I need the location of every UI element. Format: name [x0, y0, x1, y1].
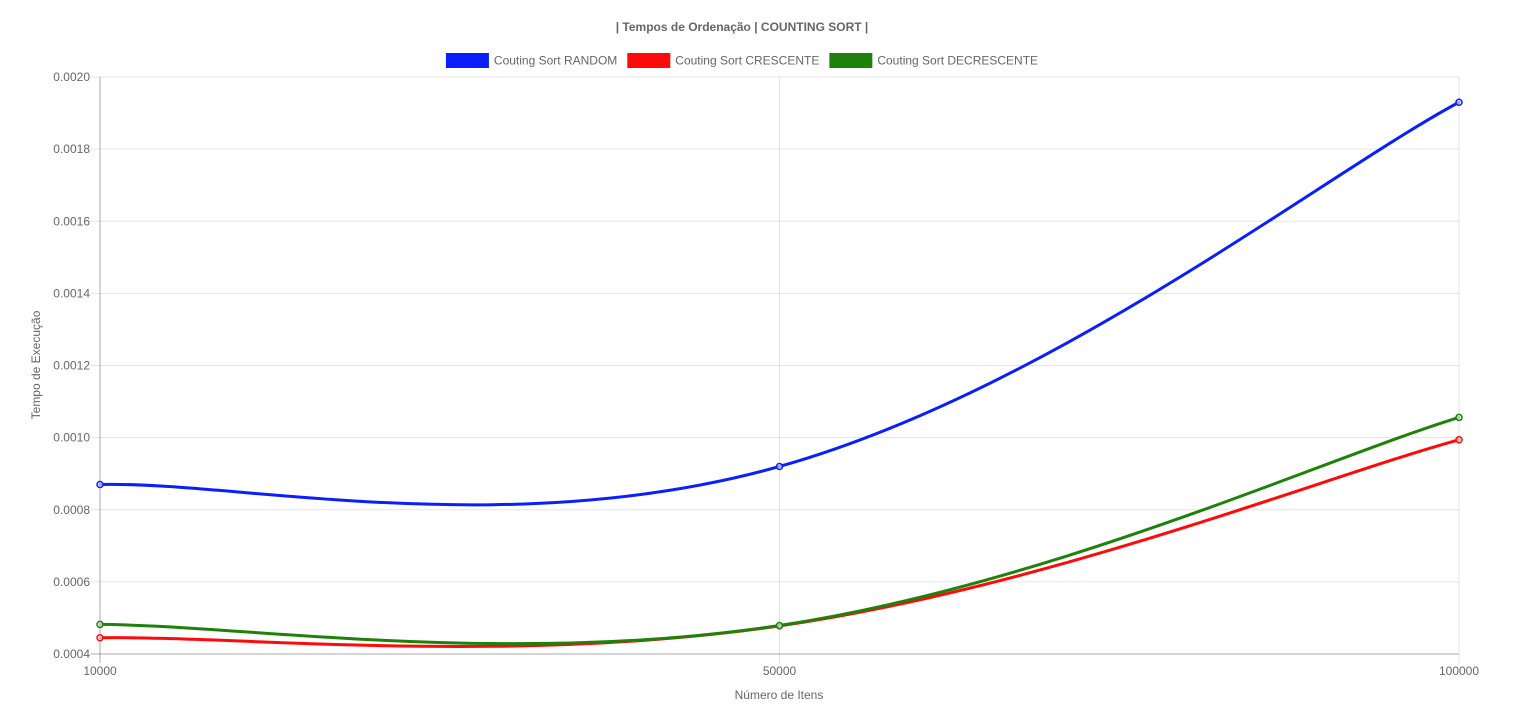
y-tick-label: 0.0010 — [53, 431, 90, 445]
legend-swatch — [829, 53, 873, 68]
y-tick-label: 0.0008 — [53, 503, 90, 517]
data-point — [775, 621, 784, 630]
legend-swatch — [627, 53, 671, 68]
series — [96, 98, 1463, 648]
data-point — [1455, 436, 1463, 444]
legend-label: Couting Sort DECRESCENTE — [877, 54, 1038, 68]
data-point — [96, 634, 104, 642]
y-axis-label: Tempo de Execução — [29, 310, 43, 419]
data-point — [1455, 98, 1463, 106]
y-tick-label: 0.0020 — [53, 70, 90, 84]
data-point — [96, 480, 104, 489]
y-tick-label: 0.0006 — [53, 575, 90, 589]
axes: 0.0004 0.0006 0.0008 0.0010 0.0012 0.0014 0.00… — [53, 70, 1479, 678]
y-tick-label: 0.0012 — [53, 359, 90, 373]
x-tick-label: 10000 — [83, 664, 117, 678]
legend: Couting Sort RANDOM Couting Sort CRESCENT… — [445, 53, 1038, 68]
y-tick-label: 0.0018 — [53, 142, 90, 156]
x-tick-label: 50000 — [763, 664, 797, 678]
data-point — [1455, 413, 1463, 422]
legend-label: Couting Sort RANDOM — [494, 54, 617, 68]
legend-label: Couting Sort CRESCENTE — [675, 54, 819, 68]
legend-swatch — [445, 53, 489, 68]
data-point — [775, 462, 784, 471]
data-point — [96, 620, 104, 629]
x-tick-label: 100000 — [1439, 664, 1479, 678]
grid — [91, 76, 1460, 663]
y-tick-label: 0.0016 — [53, 214, 90, 228]
y-tick-label: 0.0014 — [53, 286, 90, 300]
y-tick-label: 0.0004 — [53, 647, 90, 661]
chart-title: | Tempos de Ordenação | COUNTING SORT | — [616, 20, 869, 34]
x-axis-label: Número de Itens — [735, 688, 824, 702]
